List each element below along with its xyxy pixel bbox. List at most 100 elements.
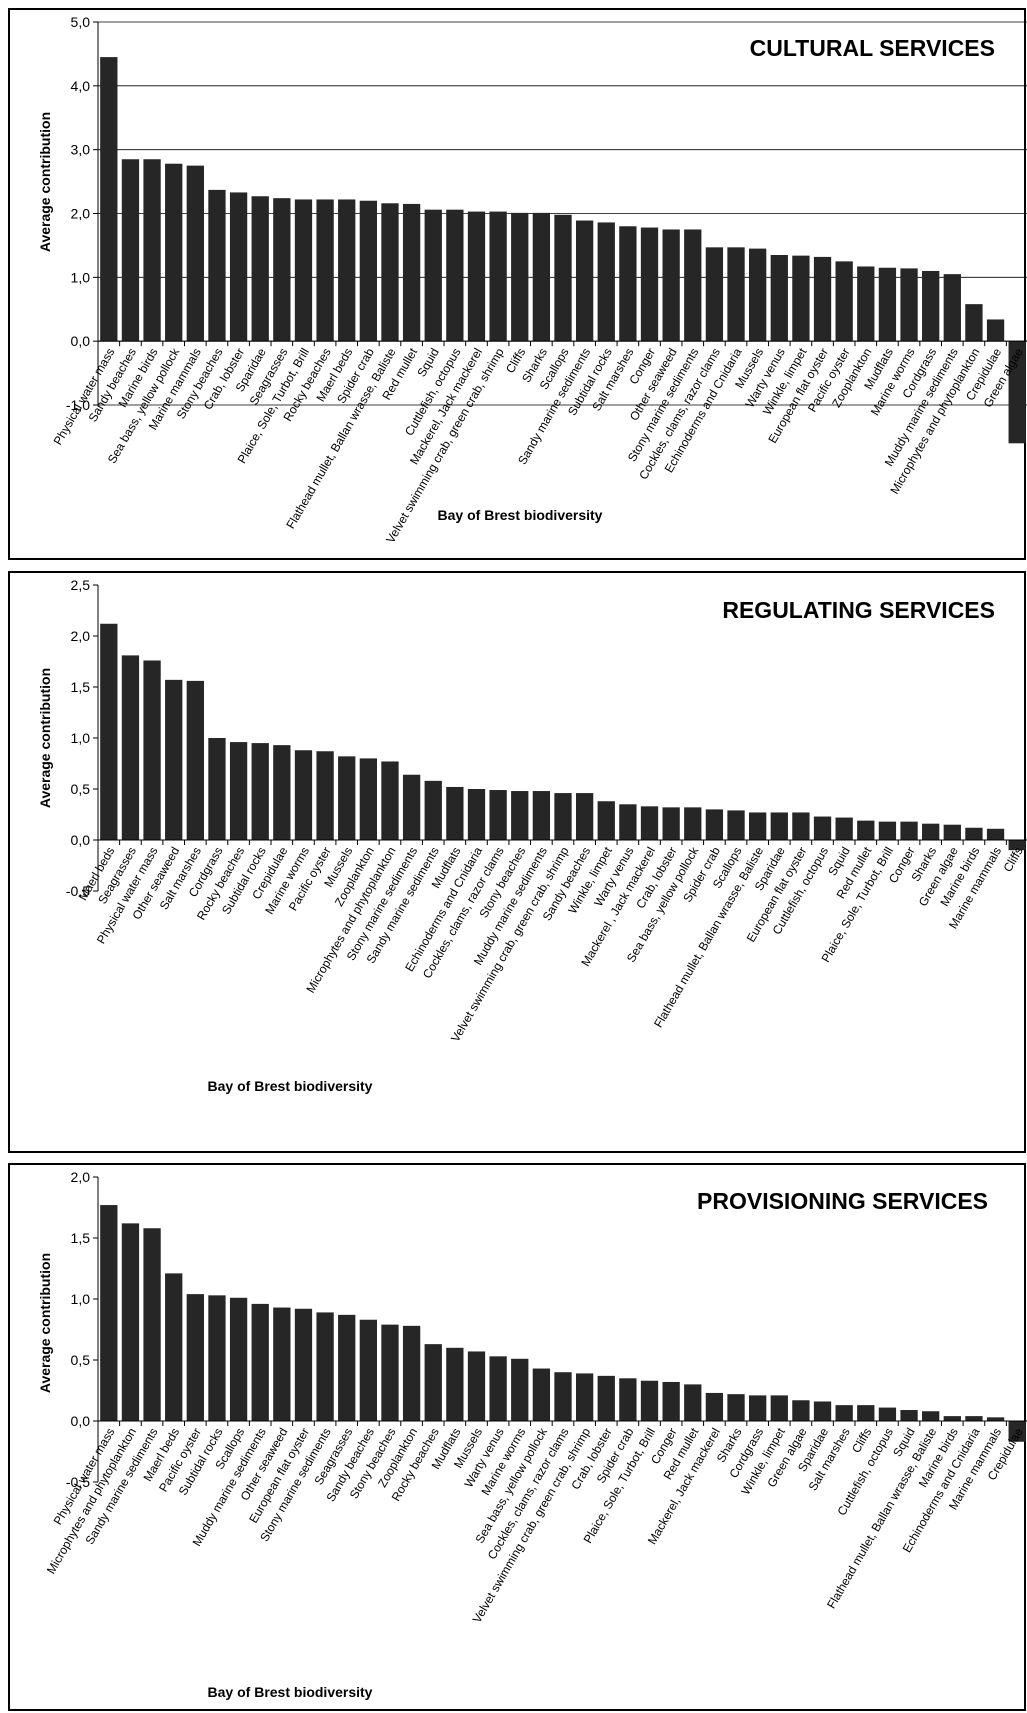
x-axis-label: Bay of Brest biodiversity xyxy=(208,1078,373,1094)
bar xyxy=(640,806,659,840)
y-tick-label: 1,0 xyxy=(71,730,91,746)
y-axis-label: Average contribution xyxy=(37,1253,53,1393)
bar xyxy=(489,790,507,840)
bar xyxy=(381,203,399,342)
bar xyxy=(121,655,140,840)
bar xyxy=(1008,1421,1026,1442)
y-tick-label: 4,0 xyxy=(71,78,91,94)
bar xyxy=(359,200,377,342)
y-tick-label: 1,5 xyxy=(71,1230,91,1246)
bar xyxy=(943,274,961,342)
y-tick-label: 2,0 xyxy=(71,206,91,222)
bar xyxy=(986,1417,1005,1421)
bar xyxy=(684,807,702,840)
bar xyxy=(294,750,313,840)
bar xyxy=(402,203,421,342)
bar xyxy=(446,1347,464,1421)
bar xyxy=(727,1394,745,1421)
bar xyxy=(424,209,442,342)
bar xyxy=(554,793,572,840)
bar xyxy=(792,1400,810,1421)
bar xyxy=(467,211,486,342)
bar xyxy=(338,1314,356,1421)
bar xyxy=(575,1373,594,1421)
bar xyxy=(835,817,853,840)
bar xyxy=(965,304,983,342)
bar xyxy=(186,165,204,342)
bar xyxy=(619,804,637,840)
x-axis-label: Bay of Brest biodiversity xyxy=(438,507,603,523)
chart-title: CULTURAL SERVICES xyxy=(750,35,995,61)
bar xyxy=(121,1223,140,1421)
bar xyxy=(467,789,486,840)
y-tick-label: -0,5 xyxy=(66,1474,90,1490)
bar xyxy=(813,1401,832,1421)
bar xyxy=(792,255,810,342)
chart-title: REGULATING SERVICES xyxy=(722,597,995,623)
y-tick-label: 0,0 xyxy=(71,832,91,848)
bar xyxy=(770,812,788,840)
bar xyxy=(381,761,399,840)
bar xyxy=(229,742,248,840)
bar xyxy=(1008,840,1026,851)
bar xyxy=(165,679,183,840)
bar xyxy=(424,1344,442,1421)
bar xyxy=(359,1319,377,1421)
bar xyxy=(143,159,161,342)
bar xyxy=(770,1395,788,1421)
y-tick-label: 0,5 xyxy=(71,781,91,797)
bar xyxy=(316,199,334,342)
bar xyxy=(965,1416,983,1421)
bar xyxy=(943,824,961,840)
bar xyxy=(640,227,659,342)
bar xyxy=(727,247,745,342)
bar xyxy=(986,319,1005,342)
bar xyxy=(749,1395,767,1421)
y-tick-label: -1,0 xyxy=(66,397,90,413)
bar xyxy=(684,1384,702,1421)
bar xyxy=(532,212,551,342)
y-tick-label: 2,5 xyxy=(71,577,91,593)
bar xyxy=(316,1312,334,1421)
bar xyxy=(705,809,724,840)
y-tick-label: 2,0 xyxy=(71,1169,91,1185)
provisioning-services-chart-panel: -0,5 0,0 0,5 1,0 1,5 2,0 Physical water mass Mi… xyxy=(8,1163,1027,1711)
bar xyxy=(575,220,594,342)
bar xyxy=(532,1368,551,1421)
bar xyxy=(813,816,832,840)
bar xyxy=(878,267,897,342)
bar xyxy=(662,1381,680,1421)
bar xyxy=(640,1380,659,1421)
bar xyxy=(316,751,334,840)
bar xyxy=(208,1295,226,1421)
bar xyxy=(1008,341,1026,444)
bar xyxy=(100,57,118,342)
bar xyxy=(532,791,551,840)
bar xyxy=(878,821,897,840)
bar xyxy=(857,820,875,840)
bar xyxy=(229,192,248,342)
bar xyxy=(575,793,594,840)
bar xyxy=(143,1228,161,1421)
bar xyxy=(251,1303,269,1421)
bar xyxy=(338,756,356,840)
bar xyxy=(511,212,529,342)
cultural-services-chart-panel: -1,0 0,0 1,0 2,0 3,0 4,0 5,0 Physical water mas… xyxy=(8,8,1027,560)
y-tick-label: 0,5 xyxy=(71,1352,91,1368)
bar xyxy=(900,821,918,840)
bar xyxy=(359,758,377,840)
bar xyxy=(273,1307,291,1421)
bar xyxy=(662,229,680,342)
y-axis-label: Average contribution xyxy=(37,668,53,808)
bar xyxy=(857,266,875,342)
bar xyxy=(705,1392,724,1421)
y-tick-label: -0,5 xyxy=(66,883,90,899)
bar xyxy=(900,268,918,342)
y-tick-label: 3,0 xyxy=(71,142,91,158)
bar xyxy=(121,159,140,342)
bar xyxy=(619,226,637,342)
bar xyxy=(749,248,767,342)
bar xyxy=(597,801,615,840)
